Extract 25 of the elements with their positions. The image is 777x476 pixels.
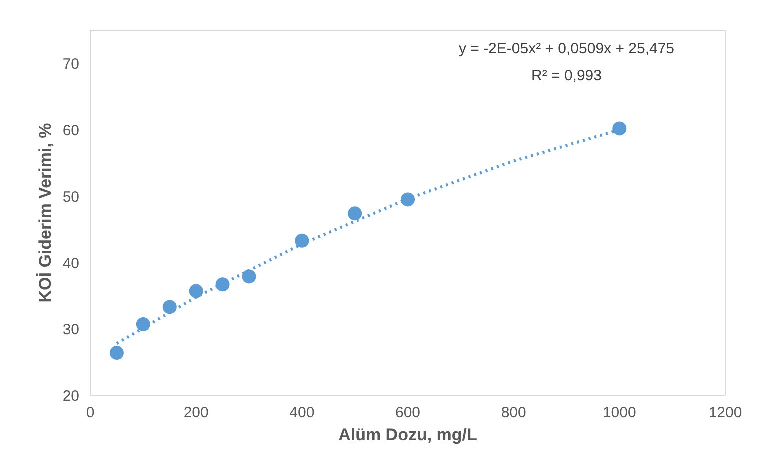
y-tick-label: 70 xyxy=(62,56,80,74)
y-tick-label: 20 xyxy=(62,388,80,405)
point xyxy=(612,122,627,136)
y-tick-label: 40 xyxy=(62,255,80,272)
annotation: R² = 0,993 xyxy=(532,68,602,85)
x-axis-title: Alüm Dozu, mg/L xyxy=(338,426,478,444)
point xyxy=(348,206,362,221)
point xyxy=(162,300,177,314)
x-tick-label: 1200 xyxy=(708,404,742,422)
x-tick-label: 200 xyxy=(184,404,209,422)
x-tick-label: 600 xyxy=(395,404,421,422)
point xyxy=(136,318,150,332)
point xyxy=(189,284,204,298)
x-tick-label: 1000 xyxy=(602,404,636,422)
point xyxy=(242,270,256,284)
x-tick-label: 800 xyxy=(501,404,526,422)
annotation: y = -2E-05x² + 0,0509x + 25,475 xyxy=(458,40,675,58)
y-axis-title: KOİ Giderim Verimi, % xyxy=(36,123,55,303)
x-tick-label: 0 xyxy=(86,404,95,422)
y-tick-label: 60 xyxy=(62,122,80,140)
y-tick-label: 30 xyxy=(62,322,80,339)
y-tick-label: 50 xyxy=(62,188,80,206)
x-tick-label: 400 xyxy=(290,404,315,422)
point xyxy=(110,346,124,360)
point xyxy=(295,234,310,248)
